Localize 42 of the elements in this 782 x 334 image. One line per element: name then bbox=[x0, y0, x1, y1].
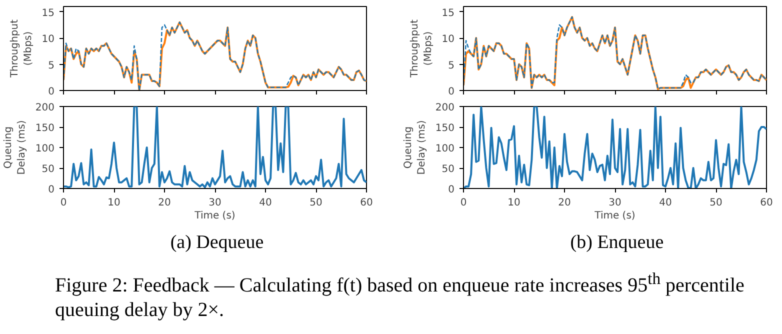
y-tick-label: 50 bbox=[42, 164, 55, 175]
x-tick-label: 30 bbox=[208, 198, 222, 208]
y-tick-label: 150 bbox=[435, 123, 455, 134]
y-tick-label: 10 bbox=[442, 34, 455, 45]
y-tick-label: 5 bbox=[48, 60, 55, 72]
text: (b) Enqueue bbox=[569, 231, 665, 255]
y-tick-label: 200 bbox=[35, 102, 55, 114]
x-tick-label: 40 bbox=[659, 198, 672, 208]
y-tick-label: 50 bbox=[442, 164, 455, 175]
x-tick-label: 60 bbox=[760, 198, 773, 208]
line-series bbox=[464, 16, 766, 90]
y-tick-label: 0 bbox=[48, 184, 55, 196]
y-tick-label: 5 bbox=[448, 60, 455, 72]
x-tick-label: 30 bbox=[608, 198, 622, 208]
x-tick-label: 50 bbox=[710, 198, 722, 208]
x-axis-title: Time (s) bbox=[194, 210, 236, 222]
y-axis-title: Queuing Delay (ms) bbox=[403, 120, 428, 175]
x-tick-label: 40 bbox=[259, 198, 272, 208]
y-tick-label: 150 bbox=[35, 123, 55, 134]
y-axis-title: Queuing Delay (ms) bbox=[3, 120, 28, 175]
y-tick-label: 100 bbox=[35, 144, 55, 154]
x-axis-title: Time (s) bbox=[594, 210, 636, 222]
y-tick-label: 15 bbox=[42, 8, 55, 19]
x-tick-label: 10 bbox=[108, 198, 120, 208]
x-tick-label: 10 bbox=[508, 198, 520, 208]
y-tick-label: 100 bbox=[435, 144, 455, 154]
y-axis-title: Throughput (Mbps) bbox=[410, 19, 434, 79]
x-tick-label: 60 bbox=[360, 198, 373, 208]
text: Figure 2: Feedback — Calculating f(t) based on enqueue rate increases 95$^{th}$ percentile queuing delay by 2×. bbox=[55, 269, 744, 321]
x-tick-label: 50 bbox=[310, 198, 322, 208]
y-tick-label: 0 bbox=[448, 86, 455, 98]
y-tick-label: 10 bbox=[42, 34, 55, 45]
text: (a) Dequeue bbox=[169, 231, 265, 255]
y-axis-title: Throughput (Mbps) bbox=[10, 19, 34, 79]
y-tick-label: 0 bbox=[48, 86, 55, 98]
x-tick-label: 0 bbox=[60, 198, 67, 208]
y-tick-label: 15 bbox=[442, 8, 455, 19]
y-tick-label: 0 bbox=[448, 184, 455, 196]
x-tick-label: 20 bbox=[558, 198, 571, 208]
x-tick-label: 20 bbox=[158, 198, 171, 208]
y-tick-label: 200 bbox=[435, 102, 455, 114]
x-tick-label: 0 bbox=[460, 198, 467, 208]
